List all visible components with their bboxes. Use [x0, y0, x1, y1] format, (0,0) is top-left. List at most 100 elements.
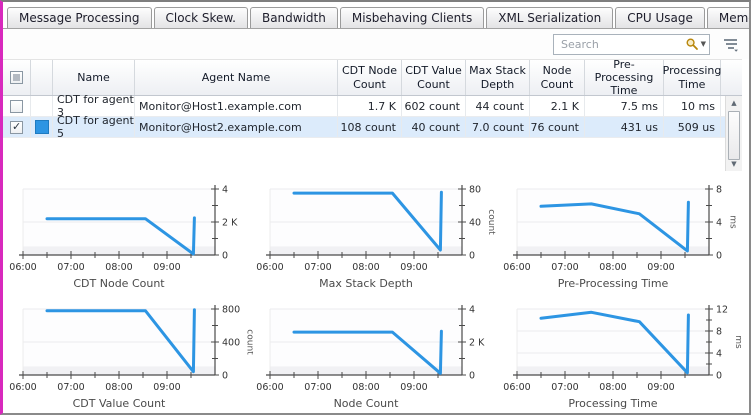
tab-memory-usage[interactable]: Memory Usage — [706, 7, 749, 28]
svg-text:06:00: 06:00 — [256, 262, 283, 273]
series-color-cell — [31, 96, 53, 116]
chart-max-stack-depth: 06:00 07:00 08:00 09:00 0 40 80 count Max Stack … — [256, 175, 500, 293]
table-header-row: Name Agent Name CDT Node Count CDT Value Co… — [3, 58, 742, 97]
svg-text:count: count — [245, 329, 254, 355]
chart-title: Node Count — [334, 397, 400, 410]
svg-text:4: 4 — [222, 185, 228, 196]
search-dropdown-caret[interactable]: ▼ — [700, 40, 706, 48]
svg-text:40: 40 — [469, 218, 481, 229]
search-input[interactable] — [559, 36, 685, 52]
select-all-checkbox[interactable] — [10, 71, 23, 84]
svg-text:4: 4 — [469, 305, 475, 316]
swatch-header-cell — [31, 60, 53, 95]
chart-title: CDT Value Count — [73, 397, 166, 410]
row-metric-value: 602 count — [402, 96, 466, 116]
svg-text:09:00: 09:00 — [153, 262, 180, 273]
chart-node-count: 06:00 07:00 08:00 09:00 0 2 K 4 Node Count — [256, 295, 500, 413]
svg-text:08:00: 08:00 — [105, 262, 132, 273]
svg-text:07:00: 07:00 — [57, 382, 84, 393]
row-metric-value: 1.7 K — [338, 96, 402, 116]
chart-canvas: 06:00 07:00 08:00 09:00 0 2 K 4 CDT Node Count — [9, 185, 238, 291]
tab-message-processing[interactable]: Message Processing — [7, 7, 152, 28]
tab-bar: Message Processing Clock Skew. Bandwidth Mi… — [3, 2, 749, 29]
charts-grid: 06:00 07:00 08:00 09:00 0 2 K 4 CDT Node Count 0… — [3, 171, 749, 413]
row-metric-value: 76 count — [530, 117, 585, 137]
svg-text:09:00: 09:00 — [400, 262, 427, 273]
row-checkbox[interactable] — [10, 120, 23, 134]
tab-cpu-usage[interactable]: CPU Usage — [615, 7, 705, 28]
svg-text:07:00: 07:00 — [551, 382, 578, 393]
table-row[interactable]: CDT for agent 3 Monitor@Host1.example.com… — [3, 93, 742, 119]
column-header-cdt-node-count[interactable]: CDT Node Count — [338, 60, 402, 95]
table-body: CDT for agent 3 Monitor@Host1.example.com… — [3, 93, 742, 171]
row-metric-value: 10 ms — [664, 96, 721, 116]
chart-processing-time: 06:00 07:00 08:00 09:00 0 4 8 12 ms Processing Ti… — [503, 295, 747, 413]
chart-cdt-value-count: 06:00 07:00 08:00 09:00 0 400 800 count CDT Valu… — [9, 295, 254, 413]
toolbar: ▼ — [3, 29, 749, 59]
scrollbar-thumb[interactable] — [728, 111, 740, 160]
column-header-name[interactable]: Name — [53, 60, 135, 95]
svg-text:08:00: 08:00 — [105, 382, 132, 393]
column-header-processing-time[interactable]: Processing Time — [663, 60, 721, 95]
row-checkbox-cell[interactable] — [3, 117, 31, 137]
svg-text:06:00: 06:00 — [9, 262, 36, 273]
svg-text:06:00: 06:00 — [9, 382, 36, 393]
tab-bandwidth[interactable]: Bandwidth — [249, 7, 338, 28]
svg-text:400: 400 — [222, 338, 240, 349]
column-header-max-stack-depth[interactable]: Max Stack Depth — [466, 60, 530, 95]
svg-text:07:00: 07:00 — [551, 262, 578, 273]
svg-text:06:00: 06:00 — [503, 382, 530, 393]
row-checkbox-cell[interactable] — [3, 96, 31, 116]
chart-canvas: 06:00 07:00 08:00 09:00 0 400 800 count CDT Valu… — [9, 305, 254, 411]
row-checkbox[interactable] — [10, 99, 23, 113]
svg-text:09:00: 09:00 — [400, 382, 427, 393]
column-header-agent-name[interactable]: Agent Name — [135, 60, 338, 95]
row-name: CDT for agent 3 — [53, 93, 135, 119]
svg-text:4: 4 — [716, 349, 722, 360]
tab-misbehaving-clients[interactable]: Misbehaving Clients — [339, 7, 485, 28]
chart-canvas: 06:00 07:00 08:00 09:00 0 2 K 4 Node Count — [256, 305, 485, 411]
series-color-swatch — [34, 120, 49, 134]
scroll-up-button[interactable]: ▲ — [731, 99, 737, 107]
svg-text:08:00: 08:00 — [352, 382, 379, 393]
search-icon[interactable] — [685, 37, 699, 51]
select-all-cell[interactable] — [3, 60, 31, 95]
svg-text:8: 8 — [716, 327, 722, 338]
svg-text:08:00: 08:00 — [599, 262, 626, 273]
svg-text:ms: ms — [733, 335, 743, 349]
row-metric-value: 7.0 count — [466, 117, 530, 137]
column-header-node-count[interactable]: Node Count — [530, 60, 585, 95]
svg-text:08:00: 08:00 — [352, 262, 379, 273]
tab-clock-skew[interactable]: Clock Skew. — [153, 7, 248, 28]
svg-text:08:00: 08:00 — [599, 382, 626, 393]
svg-text:800: 800 — [222, 305, 240, 316]
column-chooser-icon[interactable] — [722, 37, 739, 52]
svg-text:count: count — [486, 209, 496, 235]
chart-canvas: 06:00 07:00 08:00 09:00 0 4 8 ms Pre-Processing … — [503, 185, 737, 291]
scroll-down-button[interactable]: ▼ — [731, 160, 737, 168]
row-name: CDT for agent 5 — [53, 114, 135, 140]
chart-title: CDT Node Count — [73, 277, 165, 290]
svg-text:07:00: 07:00 — [304, 262, 331, 273]
chart-cdt-node-count: 06:00 07:00 08:00 09:00 0 2 K 4 CDT Node Count — [9, 175, 253, 293]
svg-text:0: 0 — [222, 251, 228, 262]
column-header-pre-processing-time[interactable]: Pre-Processing Time — [585, 58, 664, 97]
svg-text:09:00: 09:00 — [647, 262, 674, 273]
row-metric-value: 40 count — [402, 117, 466, 137]
chart-title: Processing Time — [568, 397, 657, 410]
row-agent-name: Monitor@Host2.example.com — [135, 117, 338, 137]
svg-text:80: 80 — [469, 185, 481, 196]
svg-text:0: 0 — [716, 371, 722, 382]
svg-text:4: 4 — [716, 218, 722, 229]
table-row[interactable]: CDT for agent 5Monitor@Host2.example.com… — [3, 114, 742, 140]
row-metric-value: 44 count — [466, 96, 530, 116]
table-vertical-scrollbar[interactable]: ▲ ▼ — [725, 96, 742, 171]
search-box[interactable]: ▼ — [553, 33, 710, 55]
chart-title: Max Stack Depth — [319, 277, 413, 290]
row-agent-name: Monitor@Host1.example.com — [135, 96, 338, 116]
column-header-cdt-value-count[interactable]: CDT Value Count — [402, 60, 466, 95]
tab-xml-serialization[interactable]: XML Serialization — [486, 7, 614, 28]
chart-canvas: 06:00 07:00 08:00 09:00 0 40 80 count Max Stack … — [256, 185, 496, 291]
svg-text:2 K: 2 K — [469, 338, 485, 349]
